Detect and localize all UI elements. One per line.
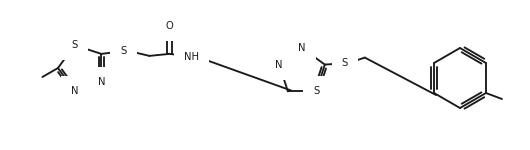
Text: S: S bbox=[72, 40, 78, 50]
Text: N: N bbox=[98, 77, 105, 87]
Text: O: O bbox=[165, 21, 173, 31]
Text: N: N bbox=[276, 60, 283, 70]
Text: S: S bbox=[120, 46, 127, 56]
Text: N: N bbox=[298, 43, 306, 53]
Text: N: N bbox=[71, 86, 78, 96]
Text: S: S bbox=[342, 58, 348, 68]
Text: NH: NH bbox=[184, 52, 199, 62]
Text: S: S bbox=[313, 86, 319, 96]
